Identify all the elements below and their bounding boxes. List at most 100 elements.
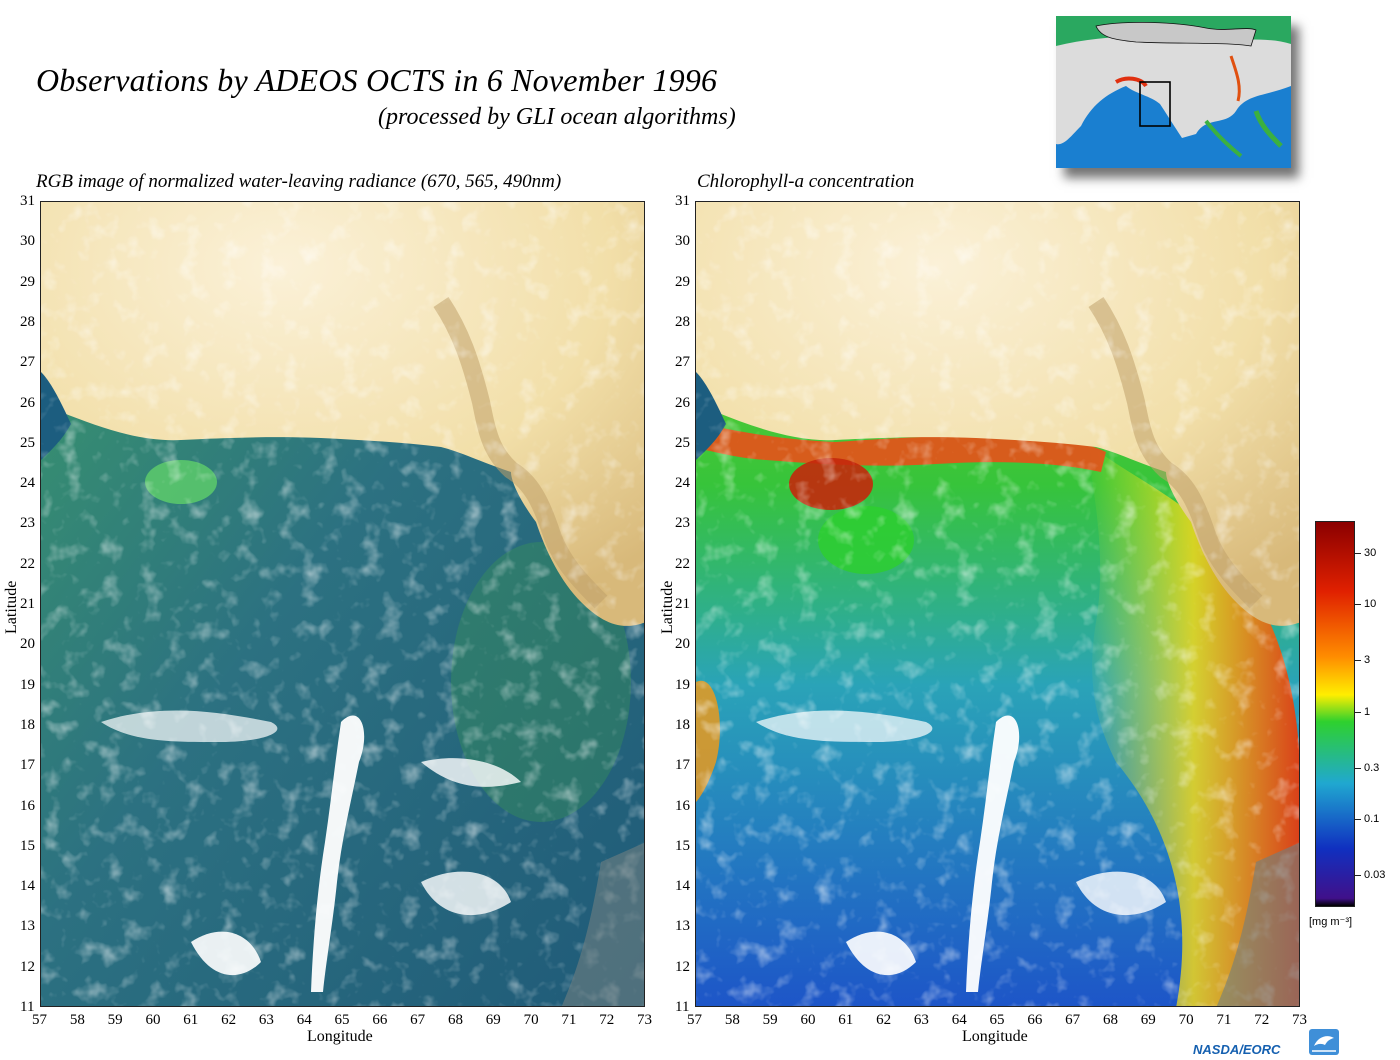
right-lat-tick-label: 14 xyxy=(675,878,690,895)
left-lat-tick-label: 16 xyxy=(20,797,35,814)
right-lon-tick-label: 66 xyxy=(1027,1012,1043,1028)
logo-text: NASDA/EORC xyxy=(1193,1042,1281,1057)
colorbar-tick xyxy=(1355,818,1361,820)
right-latitude-title: Latitude xyxy=(659,580,676,634)
left-lon-tick-label: 61 xyxy=(183,1012,199,1028)
chlorophyll-colorbar: 30 10 3 1 0.3 0.1 0.03 xyxy=(1315,521,1385,907)
left-lat-tick-label: 22 xyxy=(20,555,35,572)
colorbar-tick-label: 0.3 xyxy=(1364,761,1380,774)
nasda-eorc-logo: NASDA/EORC xyxy=(1193,1028,1345,1057)
colorbar-tick xyxy=(1355,767,1361,769)
colorbar-tick xyxy=(1355,604,1361,606)
page-subtitle: (processed by GLI ocean algorithms) xyxy=(378,104,736,130)
right-lon-tick-label: 67 xyxy=(1065,1012,1081,1028)
left-map-title: RGB image of normalized water-leaving ra… xyxy=(36,171,562,192)
colorbar-tick xyxy=(1355,711,1361,713)
left-lat-tick-label: 13 xyxy=(20,918,35,935)
left-lon-tick-label: 69 xyxy=(485,1012,501,1028)
colorbar-gradient xyxy=(1315,521,1355,907)
left-lon-tick-label: 57 xyxy=(32,1012,47,1028)
colorbar-unit: [mg m⁻³] xyxy=(1309,916,1353,928)
left-lat-tick-label: 30 xyxy=(20,233,35,250)
right-map-title: Chlorophyll-a concentration xyxy=(697,171,915,192)
right-lat-tick-label: 27 xyxy=(675,354,690,371)
left-lat-tick-label: 20 xyxy=(20,636,35,653)
locator-inset-map xyxy=(1056,16,1291,168)
right-lat-tick-label: 31 xyxy=(675,193,690,209)
colorbar-tick xyxy=(1355,553,1361,555)
left-lat-tick-label: 26 xyxy=(20,394,35,411)
colorbar-tick xyxy=(1355,660,1361,662)
left-lat-tick-label: 28 xyxy=(20,313,35,330)
right-lat-tick-label: 18 xyxy=(675,716,690,733)
left-lat-tick-label: 25 xyxy=(20,434,35,451)
left-lon-tick-label: 60 xyxy=(145,1012,161,1028)
colorbar-tick-label: 30 xyxy=(1364,547,1377,560)
left-lat-tick-label: 14 xyxy=(20,878,35,895)
left-lat-tick-label: 19 xyxy=(20,676,35,693)
left-longitude-title: Longitude xyxy=(307,1028,373,1045)
left-lon-tick-label: 73 xyxy=(637,1012,652,1028)
left-latitude-title: Latitude xyxy=(3,580,20,634)
left-lat-tick-label: 27 xyxy=(20,354,35,371)
right-lat-tick-label: 28 xyxy=(675,313,690,330)
left-lon-tick-label: 72 xyxy=(599,1012,615,1028)
left-lat-tick-label: 18 xyxy=(20,716,35,733)
left-lon-tick-label: 63 xyxy=(258,1012,274,1028)
right-lat-tick-label: 16 xyxy=(675,797,690,814)
colorbar-tick xyxy=(1355,874,1361,876)
left-lat-tick-label: 11 xyxy=(20,999,35,1015)
left-lon-tick-label: 66 xyxy=(372,1012,388,1028)
right-lon-tick-label: 68 xyxy=(1102,1012,1118,1028)
left-lon-tick-label: 65 xyxy=(334,1012,350,1028)
left-lon-tick-label: 58 xyxy=(69,1012,85,1028)
right-lat-tick-label: 17 xyxy=(675,757,690,774)
right-longitude-title: Longitude xyxy=(962,1028,1028,1045)
left-lat-tick-label: 17 xyxy=(20,757,35,774)
chlorophyll-map xyxy=(695,201,1300,1007)
colorbar-tick-label: 0.1 xyxy=(1364,812,1380,825)
right-lon-tick-label: 65 xyxy=(989,1012,1005,1028)
left-lat-tick-label: 12 xyxy=(20,958,35,975)
rgb-radiance-map xyxy=(40,201,645,1007)
right-lat-tick-label: 21 xyxy=(675,596,690,612)
right-lon-tick-label: 58 xyxy=(724,1012,740,1028)
right-lat-tick-label: 12 xyxy=(675,958,690,975)
right-lat-tick-label: 13 xyxy=(675,918,690,935)
dolphin-icon xyxy=(1309,1029,1339,1055)
right-lon-tick-label: 70 xyxy=(1178,1012,1194,1028)
colorbar-tick-label: 10 xyxy=(1364,598,1377,611)
right-lon-tick-label: 59 xyxy=(762,1012,778,1028)
right-lat-tick-label: 29 xyxy=(675,273,690,290)
right-lon-tick-label: 63 xyxy=(913,1012,929,1028)
right-lon-tick-label: 57 xyxy=(687,1012,702,1028)
left-lat-tick-label: 29 xyxy=(20,273,35,290)
right-lat-tick-label: 23 xyxy=(675,515,690,532)
left-lon-tick-label: 68 xyxy=(447,1012,463,1028)
left-lat-tick-label: 23 xyxy=(20,515,35,532)
colorbar-tick-label: 1 xyxy=(1364,705,1371,718)
right-lat-tick-label: 25 xyxy=(675,434,690,451)
right-lat-tick-label: 20 xyxy=(675,636,690,653)
right-lon-tick-label: 61 xyxy=(838,1012,854,1028)
right-lat-tick-label: 15 xyxy=(675,837,690,854)
right-lon-tick-label: 60 xyxy=(800,1012,816,1028)
left-lon-tick-label: 62 xyxy=(221,1012,237,1028)
left-lat-tick-label: 31 xyxy=(20,193,35,209)
right-lat-tick-label: 22 xyxy=(675,555,690,572)
right-lat-tick-label: 11 xyxy=(675,999,690,1015)
left-lon-tick-label: 70 xyxy=(523,1012,539,1028)
left-lat-tick-label: 15 xyxy=(20,837,35,854)
right-lat-tick-label: 26 xyxy=(675,394,690,411)
right-lon-tick-label: 72 xyxy=(1254,1012,1270,1028)
right-lat-tick-label: 30 xyxy=(675,233,690,250)
left-lon-tick-label: 59 xyxy=(107,1012,123,1028)
left-lon-tick-label: 67 xyxy=(410,1012,426,1028)
right-lon-tick-label: 71 xyxy=(1216,1012,1232,1028)
colorbar-tick-label: 3 xyxy=(1364,654,1371,667)
right-lon-tick-label: 62 xyxy=(876,1012,892,1028)
left-lat-tick-label: 24 xyxy=(20,475,35,492)
right-lon-tick-label: 73 xyxy=(1292,1012,1307,1028)
right-lat-tick-label: 19 xyxy=(675,676,690,693)
left-lon-tick-label: 64 xyxy=(296,1012,312,1028)
